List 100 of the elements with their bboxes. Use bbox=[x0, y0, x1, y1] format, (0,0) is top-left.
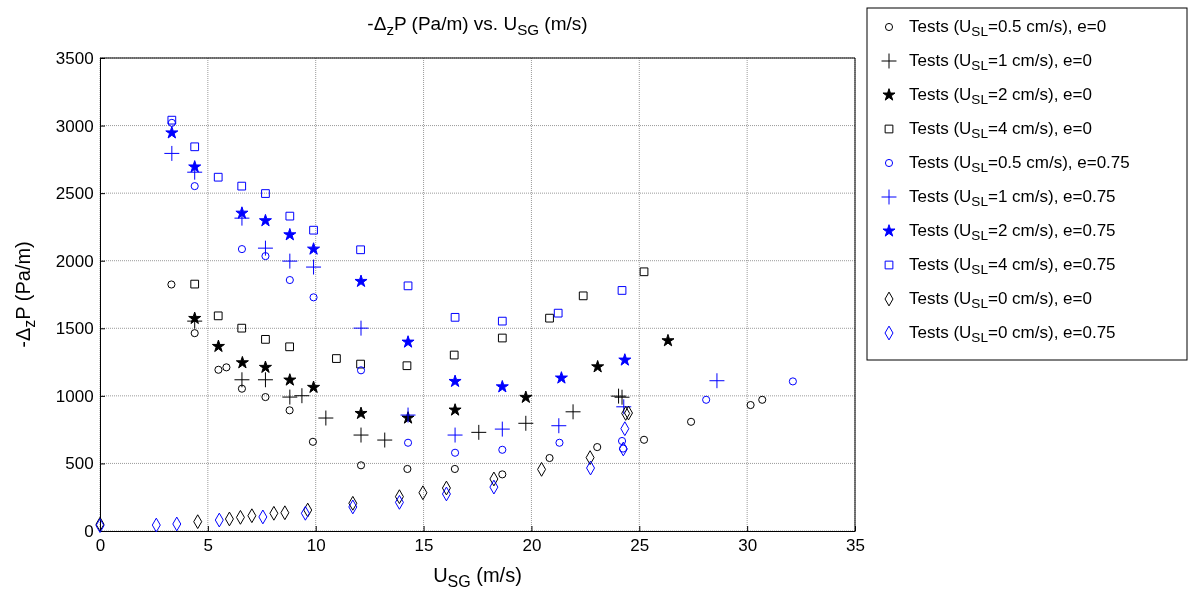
point bbox=[619, 444, 628, 453]
point bbox=[332, 354, 341, 363]
point bbox=[233, 371, 250, 388]
point bbox=[519, 390, 533, 403]
point bbox=[190, 142, 200, 152]
y-tick-label: 500 bbox=[65, 454, 94, 474]
point bbox=[356, 366, 366, 375]
point bbox=[400, 407, 417, 424]
point bbox=[614, 389, 631, 406]
point bbox=[163, 145, 180, 162]
point bbox=[211, 339, 225, 353]
point bbox=[281, 253, 298, 270]
point bbox=[554, 371, 568, 384]
y-tick-label: 1500 bbox=[55, 319, 94, 339]
x-tick-label: 20 bbox=[522, 536, 542, 555]
point bbox=[285, 211, 295, 221]
y-tick-label: 2000 bbox=[55, 251, 94, 271]
legend-label: Tests (U$_{SL}$=0 cm/s), e=0.75 bbox=[909, 323, 1116, 346]
point bbox=[545, 313, 554, 323]
point bbox=[555, 438, 564, 447]
legend-label: Tests (U$_{SL}$=0.5 cm/s), e=0 bbox=[909, 17, 1107, 40]
point bbox=[618, 353, 632, 366]
point bbox=[257, 240, 274, 257]
point bbox=[190, 329, 199, 338]
point bbox=[498, 445, 507, 454]
legend-label: Tests (U$_{SL}$=4 cm/s), e=0.75 bbox=[909, 255, 1116, 278]
legend-label: Tests (U$_{SL}$=1 cm/s), e=0 bbox=[909, 51, 1092, 74]
point bbox=[354, 406, 368, 420]
point bbox=[451, 448, 460, 457]
point bbox=[235, 355, 249, 369]
point bbox=[449, 350, 459, 360]
point bbox=[708, 372, 725, 389]
point bbox=[447, 427, 464, 444]
point bbox=[550, 417, 567, 434]
point bbox=[261, 393, 270, 402]
point bbox=[565, 403, 582, 420]
point bbox=[257, 371, 274, 388]
point bbox=[376, 432, 393, 449]
legend-label: Tests (U$_{SL}$=2 cm/s), e=0.75 bbox=[909, 221, 1116, 244]
point bbox=[317, 410, 334, 426]
y-tick-label: 1000 bbox=[55, 386, 94, 406]
point bbox=[281, 389, 298, 406]
point bbox=[470, 424, 487, 441]
x-tick-label: 25 bbox=[630, 536, 650, 555]
point bbox=[353, 427, 369, 444]
point bbox=[258, 360, 272, 373]
x-tick-label: 0 bbox=[95, 536, 106, 555]
point bbox=[307, 242, 321, 255]
point bbox=[497, 316, 507, 326]
x-tick-label: 15 bbox=[414, 536, 434, 555]
point bbox=[686, 417, 696, 426]
point bbox=[305, 259, 322, 276]
point bbox=[545, 453, 554, 463]
point bbox=[450, 464, 459, 474]
point bbox=[356, 461, 366, 470]
x-tick-label: 35 bbox=[846, 536, 865, 555]
x-tick-label: 5 bbox=[203, 536, 214, 555]
point bbox=[237, 181, 247, 191]
point bbox=[498, 470, 507, 479]
point bbox=[578, 291, 588, 301]
point bbox=[237, 245, 247, 254]
point bbox=[214, 365, 223, 374]
legend-label: Tests (U$_{SL}$=2 cm/s), e=0 bbox=[909, 85, 1092, 108]
point bbox=[356, 245, 365, 255]
point bbox=[593, 443, 602, 452]
point bbox=[308, 437, 317, 446]
y-tick-label: 3500 bbox=[55, 48, 94, 68]
point bbox=[354, 274, 368, 288]
point bbox=[356, 359, 365, 369]
point bbox=[615, 398, 632, 415]
point bbox=[213, 311, 223, 321]
point bbox=[165, 126, 179, 139]
point bbox=[403, 438, 413, 447]
point bbox=[190, 279, 200, 289]
chart-title: -Δ$_{z}$P (Pa/m) vs. U$_{SG}$ (m/s) bbox=[367, 13, 588, 38]
point bbox=[188, 311, 202, 325]
point bbox=[450, 312, 460, 322]
legend-label: Tests (U$_{SL}$=0 cm/s), e=0 bbox=[909, 289, 1092, 312]
point bbox=[591, 359, 605, 373]
point bbox=[403, 464, 412, 474]
point bbox=[495, 379, 509, 393]
legend-label: Tests (U$_{SL}$=1 cm/s), e=0.75 bbox=[909, 187, 1116, 210]
y-tick-label: 0 bbox=[84, 521, 94, 541]
point bbox=[293, 387, 310, 404]
x-tick-label: 10 bbox=[306, 536, 326, 555]
point bbox=[494, 421, 511, 438]
point bbox=[353, 320, 369, 337]
point bbox=[213, 172, 223, 182]
y-tick-label: 3000 bbox=[55, 116, 94, 136]
x-axis-title: U$_{SG}$ (m/s) bbox=[433, 564, 522, 590]
point bbox=[788, 377, 797, 386]
point bbox=[285, 342, 294, 352]
point bbox=[167, 280, 176, 289]
point bbox=[237, 384, 247, 393]
point bbox=[285, 406, 294, 415]
point bbox=[403, 281, 413, 291]
point bbox=[610, 388, 627, 405]
point bbox=[309, 225, 318, 235]
point bbox=[261, 334, 270, 344]
point bbox=[285, 275, 294, 285]
